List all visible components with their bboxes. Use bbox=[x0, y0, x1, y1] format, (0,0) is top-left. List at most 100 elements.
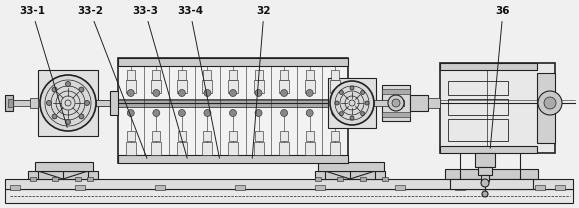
Circle shape bbox=[339, 112, 343, 116]
Bar bbox=[306, 131, 314, 141]
Bar bbox=[8, 99, 13, 107]
Bar bbox=[279, 80, 289, 93]
Bar bbox=[440, 63, 537, 70]
Circle shape bbox=[127, 89, 134, 97]
Bar bbox=[177, 142, 187, 155]
Bar bbox=[52, 177, 58, 181]
Bar bbox=[428, 98, 440, 108]
Bar bbox=[203, 131, 211, 141]
Bar bbox=[151, 80, 162, 93]
Bar bbox=[330, 142, 340, 155]
Bar bbox=[535, 185, 545, 190]
Bar bbox=[450, 179, 533, 189]
Bar bbox=[280, 131, 288, 141]
Bar bbox=[305, 142, 314, 155]
Bar bbox=[315, 177, 321, 181]
Circle shape bbox=[178, 109, 185, 116]
Bar bbox=[5, 179, 573, 189]
Bar bbox=[235, 185, 245, 190]
Bar bbox=[382, 112, 410, 117]
Bar bbox=[177, 80, 187, 93]
Bar bbox=[330, 80, 340, 93]
Bar bbox=[96, 100, 118, 106]
Circle shape bbox=[255, 109, 262, 116]
Bar bbox=[118, 99, 348, 103]
Bar bbox=[360, 177, 366, 181]
Circle shape bbox=[52, 87, 57, 92]
Bar bbox=[305, 80, 314, 93]
Bar bbox=[75, 185, 85, 190]
Circle shape bbox=[79, 87, 84, 92]
Bar bbox=[318, 162, 384, 171]
Circle shape bbox=[350, 86, 354, 90]
Circle shape bbox=[306, 89, 313, 97]
Bar bbox=[118, 155, 348, 163]
Circle shape bbox=[481, 179, 489, 187]
Circle shape bbox=[85, 100, 90, 105]
Bar bbox=[10, 185, 20, 190]
Bar bbox=[5, 189, 573, 203]
Bar bbox=[331, 70, 339, 80]
Bar bbox=[127, 70, 135, 80]
Circle shape bbox=[204, 89, 211, 97]
Circle shape bbox=[52, 114, 57, 119]
Bar bbox=[87, 177, 93, 181]
Circle shape bbox=[482, 191, 488, 197]
Bar bbox=[315, 171, 385, 179]
Circle shape bbox=[65, 120, 71, 125]
Bar bbox=[455, 185, 465, 190]
Text: 33-3: 33-3 bbox=[132, 6, 187, 158]
Bar bbox=[35, 162, 93, 171]
Bar bbox=[395, 185, 405, 190]
Bar bbox=[229, 70, 237, 80]
Circle shape bbox=[46, 100, 52, 105]
Bar bbox=[228, 142, 238, 155]
Bar bbox=[118, 58, 348, 66]
Bar bbox=[152, 131, 160, 141]
Bar bbox=[38, 70, 98, 136]
Text: 36: 36 bbox=[490, 6, 510, 148]
Circle shape bbox=[350, 116, 354, 120]
Circle shape bbox=[178, 89, 185, 97]
Bar bbox=[126, 142, 136, 155]
Text: 33-4: 33-4 bbox=[177, 6, 219, 158]
Text: 33-2: 33-2 bbox=[77, 6, 147, 158]
Bar bbox=[178, 70, 186, 80]
Bar bbox=[118, 58, 348, 163]
Bar bbox=[203, 70, 211, 80]
Bar bbox=[110, 91, 118, 115]
Bar bbox=[478, 167, 492, 175]
Bar bbox=[374, 100, 404, 106]
Bar bbox=[5, 95, 13, 111]
Bar bbox=[28, 171, 98, 179]
Bar bbox=[445, 169, 538, 179]
Bar bbox=[440, 63, 555, 153]
Text: 33-1: 33-1 bbox=[19, 6, 67, 127]
Bar bbox=[151, 142, 162, 155]
Bar bbox=[96, 100, 118, 106]
Circle shape bbox=[388, 95, 404, 111]
Bar bbox=[228, 80, 238, 93]
Bar bbox=[331, 131, 339, 141]
Bar bbox=[255, 131, 262, 141]
Circle shape bbox=[544, 97, 556, 109]
Circle shape bbox=[306, 109, 313, 116]
Bar bbox=[30, 98, 38, 108]
Bar bbox=[315, 185, 325, 190]
Circle shape bbox=[361, 90, 365, 94]
Bar bbox=[382, 85, 410, 121]
Circle shape bbox=[204, 109, 211, 116]
Bar bbox=[475, 153, 495, 167]
Text: 32: 32 bbox=[252, 6, 271, 158]
Bar bbox=[306, 70, 314, 80]
Bar bbox=[342, 93, 348, 113]
Circle shape bbox=[79, 114, 84, 119]
Bar bbox=[229, 131, 237, 141]
Bar bbox=[178, 131, 186, 141]
Bar bbox=[203, 142, 212, 155]
Circle shape bbox=[281, 109, 288, 116]
Bar bbox=[203, 80, 212, 93]
Bar bbox=[440, 146, 537, 153]
Circle shape bbox=[339, 90, 343, 94]
Bar bbox=[537, 73, 555, 143]
